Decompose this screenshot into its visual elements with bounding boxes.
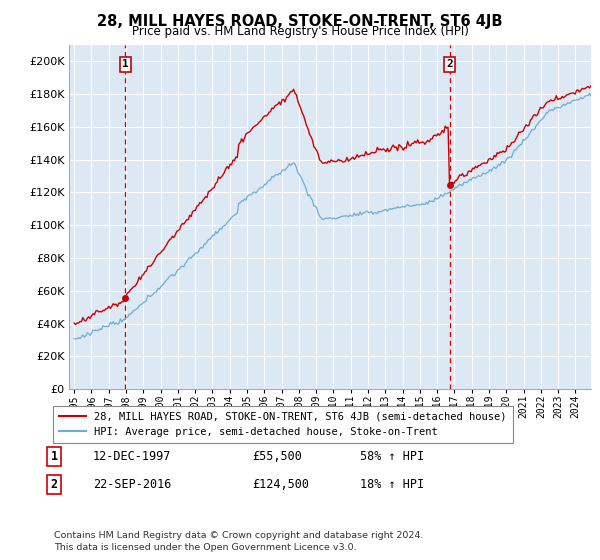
Text: £124,500: £124,500 — [252, 478, 309, 491]
Text: £55,500: £55,500 — [252, 450, 302, 463]
Text: Price paid vs. HM Land Registry's House Price Index (HPI): Price paid vs. HM Land Registry's House … — [131, 25, 469, 38]
Text: 22-SEP-2016: 22-SEP-2016 — [93, 478, 172, 491]
Text: Contains HM Land Registry data © Crown copyright and database right 2024.
This d: Contains HM Land Registry data © Crown c… — [54, 531, 424, 552]
Legend: 28, MILL HAYES ROAD, STOKE-ON-TRENT, ST6 4JB (semi-detached house), HPI: Average: 28, MILL HAYES ROAD, STOKE-ON-TRENT, ST6… — [53, 405, 512, 444]
Text: 2: 2 — [50, 478, 58, 491]
Text: 18% ↑ HPI: 18% ↑ HPI — [360, 478, 424, 491]
Text: 1: 1 — [122, 59, 128, 69]
Text: 12-DEC-1997: 12-DEC-1997 — [93, 450, 172, 463]
Text: 28, MILL HAYES ROAD, STOKE-ON-TRENT, ST6 4JB: 28, MILL HAYES ROAD, STOKE-ON-TRENT, ST6… — [97, 14, 503, 29]
Text: 58% ↑ HPI: 58% ↑ HPI — [360, 450, 424, 463]
Text: 1: 1 — [50, 450, 58, 463]
Text: 2: 2 — [446, 59, 453, 69]
